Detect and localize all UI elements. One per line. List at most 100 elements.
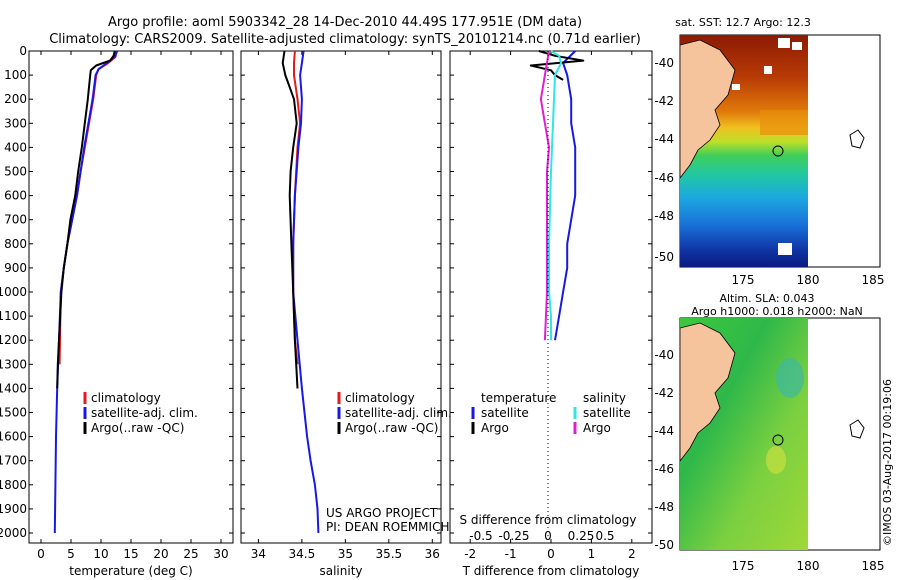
s-tick-label: 0.5 [595, 529, 614, 543]
lon-tick-label: 175 [732, 559, 755, 573]
depth-tick-label: 0 [19, 44, 27, 58]
sla-map: -40 -42 -44 -46 -48 -50 175 180 185 [654, 317, 885, 573]
x-tick-label: 0 [37, 547, 45, 561]
x-tick-label: 15 [123, 547, 138, 561]
sla-anomaly [766, 446, 786, 474]
lat-tick-label: -50 [654, 538, 674, 552]
x-tick-label: 20 [153, 547, 168, 561]
header-line1: Argo profile: aoml 5903342_28 14-Dec-201… [108, 15, 582, 30]
x-tick-label: -2 [464, 547, 476, 561]
lat-tick-label: -44 [654, 424, 674, 438]
legend-label-t-argo: Argo [481, 421, 509, 435]
lat-tick-label: -42 [654, 94, 674, 108]
sla-map-title1: Altim. SLA: 0.043 [719, 292, 814, 305]
depth-tick-label: 700 [4, 213, 27, 227]
sst-warm-patch [760, 110, 808, 135]
legend-label-satellite: satellite-adj. clim. [91, 406, 198, 420]
series-line-argo-raw-qc [56, 50, 116, 389]
lon-tick-label: 185 [862, 273, 885, 287]
lon-tick-label: 180 [797, 559, 820, 573]
series-line-salinity-satellite [548, 50, 563, 341]
series-line-temperature-satellite [554, 50, 577, 341]
legend-label-satellite: satellite-adj. clim. [345, 406, 452, 420]
sst-cloud-mask [778, 243, 792, 255]
credit-label: ©IMOS 03-Aug-2017 00:19:06 [881, 379, 894, 546]
series-line-argo-raw-qc [281, 50, 299, 389]
lat-tick-label: -48 [654, 209, 674, 223]
s-tick-label: 0 [544, 529, 552, 543]
depth-tick-label: 1700 [0, 454, 27, 468]
sst-float-position [772, 145, 784, 157]
legend-heading-salinity: salinity [583, 391, 626, 405]
depth-tick-label: 1100 [0, 309, 27, 323]
sst-cloud-mask [764, 66, 772, 74]
s-tick-label: -0.5 [469, 529, 492, 543]
s-difference-title: S difference from climatology [460, 513, 637, 527]
depth-tick-label: 1400 [0, 381, 27, 395]
x-tick-label: 5 [67, 547, 75, 561]
project-label: US ARGO PROJECT [326, 506, 438, 520]
x-tick-label: 34 [251, 547, 266, 561]
sla-float-position [772, 434, 784, 446]
depth-tick-label: 2000 [0, 526, 27, 540]
sla-chatham-islands [849, 419, 865, 439]
x-axes: 0 5 10 15 20 25 30 34 34.5 35 35.5 36 -2 -1 0 1 2 [37, 51, 636, 561]
lat-tick-label: -50 [654, 250, 674, 264]
sst-cloud-mask [778, 38, 790, 48]
sst-blank-east [808, 36, 879, 266]
x-tick-label: -1 [505, 547, 517, 561]
s-tick-label: 0.25 [568, 529, 595, 543]
depth-tick-label: 800 [4, 237, 27, 251]
x-tick-label: 25 [183, 547, 198, 561]
temperature-xlabel: temperature (deg C) [69, 564, 192, 578]
sla-anomaly [776, 358, 804, 398]
depth-tick-label: 200 [4, 92, 27, 106]
legend-heading-temperature: temperature [481, 391, 556, 405]
x-tick-label: 34.5 [289, 547, 316, 561]
header-line2: Climatology: CARS2009. Satellite-adjuste… [49, 32, 641, 47]
depth-tick-label: 1800 [0, 478, 27, 492]
legend-label-t-satellite: satellite [481, 406, 529, 420]
sst-lon-ticks: 175 180 185 [732, 273, 885, 287]
depth-tick-label: 900 [4, 261, 27, 275]
sla-lat-ticks: -40 -42 -44 -46 -48 -50 [654, 348, 674, 552]
legend-label-argo: Argo(..raw -QC) [91, 421, 184, 435]
salinity-panel [240, 50, 442, 544]
legend-label-s-argo: Argo [583, 421, 611, 435]
s-tick-label: -0.25 [498, 529, 529, 543]
series-line-salinity-argo [539, 50, 550, 341]
lon-tick-label: 175 [732, 273, 755, 287]
depth-tick-label: 1900 [0, 502, 27, 516]
pi-label: PI: DEAN ROEMMICH [326, 520, 449, 534]
x-tick-label: 36 [425, 547, 440, 561]
salinity-legend: climatology satellite-adj. clim. Argo(..… [326, 391, 452, 534]
depth-axes: 0 100 200 300 400 500 600 700 800 900 1000 1100 1200… [0, 44, 652, 540]
difference-xlabel: T difference from climatology [462, 564, 640, 578]
depth-tick-label: 1600 [0, 430, 27, 444]
depth-tick-label: 1500 [0, 406, 27, 420]
x-tick-label: 1 [588, 547, 596, 561]
legend-label-s-satellite: satellite [583, 406, 631, 420]
temperature-legend: climatology satellite-adj. clim. Argo(..… [83, 391, 198, 435]
x-tick-label: 2 [628, 547, 636, 561]
x-tick-label: 35.5 [375, 547, 402, 561]
series-layer [53, 50, 585, 534]
sst-map: -40 -42 -44 -46 -48 -50 175 180 185 [654, 34, 885, 287]
depth-tick-label: 600 [4, 189, 27, 203]
sla-lon-ticks: 175 180 185 [732, 559, 885, 573]
lat-tick-label: -40 [654, 348, 674, 362]
x-tick-label: 35 [338, 547, 353, 561]
legend-label-climatology: climatology [345, 391, 415, 405]
sst-cloud-mask [792, 42, 802, 50]
sst-cloud-mask [732, 84, 740, 90]
difference-panel [449, 50, 653, 544]
salinity-xlabel: salinity [319, 564, 362, 578]
x-tick-label: 30 [213, 547, 228, 561]
legend-label-climatology: climatology [91, 391, 161, 405]
lon-tick-label: 185 [862, 559, 885, 573]
depth-tick-label: 400 [4, 140, 27, 154]
sla-map-title2: Argo h1000: 0.018 h2000: NaN [691, 305, 863, 318]
legend-label-argo: Argo(..raw -QC) [345, 421, 438, 435]
lon-tick-label: 180 [797, 273, 820, 287]
